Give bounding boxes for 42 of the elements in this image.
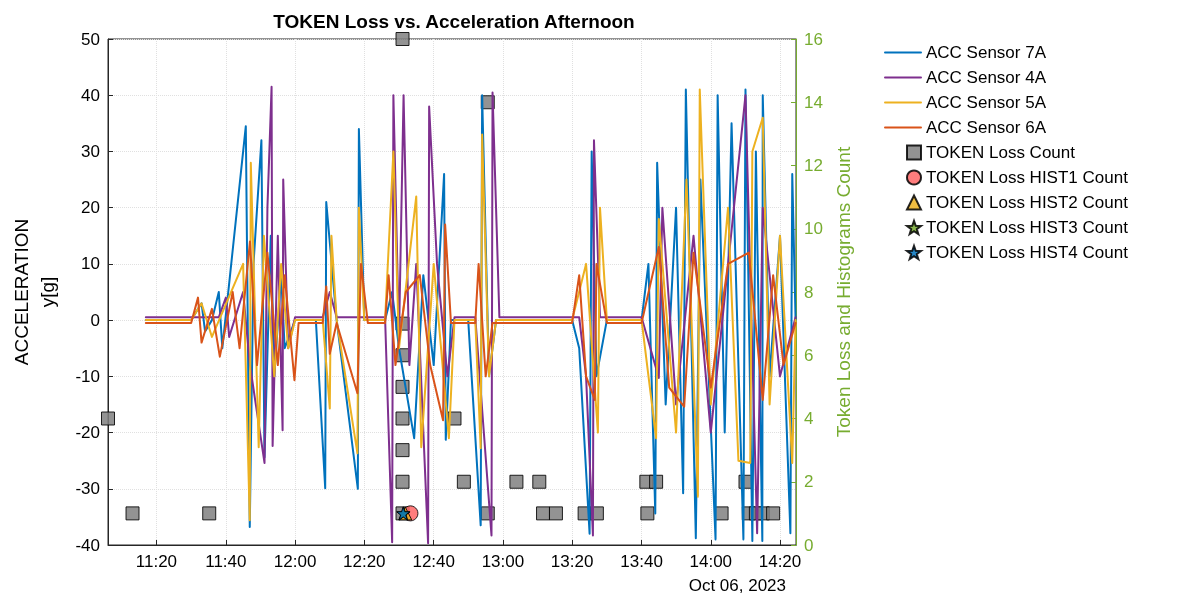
y2-tick-label: 0 <box>804 535 814 555</box>
y-tick-label: 0 <box>90 310 100 330</box>
y-tick-label: -10 <box>75 366 100 386</box>
legend-label: TOKEN Loss HIST1 Count <box>926 168 1129 187</box>
chart-title: TOKEN Loss vs. Acceleration Afternoon <box>273 11 635 32</box>
x-tick-label: 12:40 <box>412 552 455 571</box>
legend-label: TOKEN Loss HIST3 Count <box>926 218 1129 237</box>
y-tick-label: 20 <box>81 198 100 218</box>
x-tick-label: 14:20 <box>758 552 802 571</box>
x-tick-label: 13:20 <box>550 552 594 571</box>
legend-label: ACC Sensor 4A <box>926 68 1047 87</box>
y2-tick-label: 8 <box>804 282 814 302</box>
y2-tick-label: 10 <box>804 219 823 239</box>
x-tick-label: 12:00 <box>273 552 317 571</box>
y-axis-title: ACCELERATION y[g] <box>10 218 58 366</box>
x-tick-label: 12:20 <box>343 552 386 571</box>
x-axis-title: Oct 06, 2023 <box>688 576 786 595</box>
y2-axis-title: Token Loss and Histograms Count <box>832 146 854 438</box>
y-tick-label: -30 <box>75 479 100 499</box>
y-tick-label: 30 <box>81 141 100 161</box>
x-tick-label: 13:00 <box>481 552 525 571</box>
legend-label: TOKEN Loss HIST2 Count <box>926 193 1129 212</box>
y-tick-label: 10 <box>81 254 100 274</box>
legend-label: TOKEN Loss HIST4 Count <box>926 243 1129 262</box>
y-tick-label: 50 <box>81 29 100 49</box>
legend-label: ACC Sensor 7A <box>926 43 1047 62</box>
x-tick-label: 11:20 <box>135 552 178 571</box>
y-tick-label: 40 <box>81 85 100 105</box>
legend-label: TOKEN Loss Count <box>926 143 1076 162</box>
x-tick-label: 11:40 <box>205 552 247 571</box>
legend-label: ACC Sensor 6A <box>926 118 1047 137</box>
y2-tick-label: 2 <box>804 472 814 492</box>
y2-tick-label: 14 <box>804 92 823 112</box>
y-tick-label: -20 <box>75 423 100 443</box>
y2-tick-label: 6 <box>804 345 814 365</box>
y2-tick-label: 16 <box>804 29 823 49</box>
y-tick-label: -40 <box>75 535 100 555</box>
x-tick-label: 14:00 <box>689 552 733 571</box>
legend-label: ACC Sensor 5A <box>926 93 1047 112</box>
x-tick-label: 13:40 <box>620 552 663 571</box>
y2-tick-label: 4 <box>804 409 814 428</box>
y2-tick-label: 12 <box>804 156 823 175</box>
